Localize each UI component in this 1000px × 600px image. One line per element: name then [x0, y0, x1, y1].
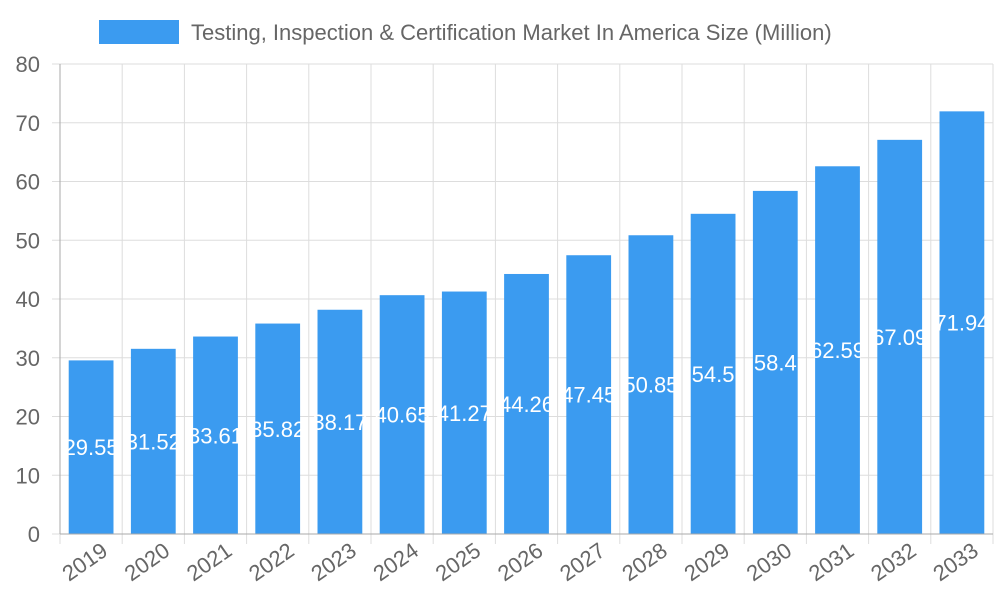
- y-tick-label: 80: [16, 52, 40, 77]
- y-tick-label: 70: [16, 111, 40, 136]
- bars: [68, 111, 985, 534]
- grid: [52, 63, 994, 544]
- legend-swatch: [99, 20, 179, 44]
- y-axis-ticks: 0 10 20 30 40 50 60 70 80: [16, 52, 40, 547]
- x-tick-label: 2028: [617, 538, 671, 587]
- x-tick-label: 2022: [244, 538, 298, 587]
- bar[interactable]: [441, 291, 487, 534]
- data-label: 38.17: [312, 410, 367, 435]
- y-tick-label: 20: [16, 405, 40, 430]
- x-tick-label: 2029: [680, 538, 734, 587]
- y-tick-label: 60: [16, 170, 40, 195]
- x-tick-label: 2025: [431, 538, 485, 587]
- axes: [59, 64, 993, 535]
- bar[interactable]: [566, 255, 612, 534]
- legend[interactable]: Testing, Inspection & Certification Mark…: [99, 20, 832, 45]
- data-label: 47.45: [561, 383, 616, 408]
- bar[interactable]: [939, 111, 985, 534]
- bar[interactable]: [504, 273, 549, 534]
- bar[interactable]: [317, 309, 363, 534]
- x-tick-label: 2027: [555, 538, 609, 587]
- x-tick-label: 2032: [866, 538, 920, 587]
- bar[interactable]: [68, 360, 114, 534]
- bar[interactable]: [255, 323, 301, 534]
- x-tick-label: 2031: [804, 538, 858, 587]
- x-tick-label: 2026: [493, 538, 547, 587]
- data-labels: 29.55 31.52 33.61 35.82 38.17 40.65 41.27 44.26…: [64, 311, 990, 461]
- x-tick-label: 2019: [58, 538, 112, 587]
- data-label: 44.26: [499, 392, 554, 417]
- y-tick-label: 0: [28, 522, 40, 547]
- bar[interactable]: [379, 295, 425, 534]
- x-axis-ticks: 2019 2020 2021 2022 2023 2024 2025 2026 2027 2028…: [58, 538, 983, 587]
- bar[interactable]: [193, 336, 238, 534]
- y-tick-label: 10: [16, 463, 40, 488]
- x-tick-label: 2021: [182, 538, 236, 587]
- data-label: 29.55: [64, 435, 119, 460]
- x-tick-label: 2024: [369, 538, 423, 587]
- data-label: 40.65: [375, 403, 430, 428]
- data-label: 35.82: [250, 417, 305, 442]
- bar[interactable]: [877, 139, 923, 534]
- bar[interactable]: [690, 213, 736, 534]
- data-label: 58.4: [754, 350, 797, 375]
- data-label: 33.61: [188, 423, 243, 448]
- data-label: 62.59: [810, 338, 865, 363]
- y-tick-label: 50: [16, 228, 40, 253]
- x-tick-label: 2033: [928, 538, 982, 587]
- legend-label: Testing, Inspection & Certification Mark…: [191, 20, 832, 45]
- data-label: 67.09: [872, 325, 927, 350]
- x-tick-label: 2023: [306, 538, 360, 587]
- x-tick-label: 2030: [742, 538, 796, 587]
- y-tick-label: 30: [16, 346, 40, 371]
- x-tick-label: 2020: [120, 538, 174, 587]
- bar[interactable]: [815, 166, 860, 534]
- y-tick-label: 40: [16, 287, 40, 312]
- data-label: 41.27: [437, 401, 492, 426]
- data-label: 71.94: [934, 311, 989, 336]
- data-label: 31.52: [126, 429, 181, 454]
- data-label: 54.5: [692, 362, 735, 387]
- bar[interactable]: [628, 235, 674, 534]
- bar[interactable]: [130, 348, 176, 534]
- bar[interactable]: [752, 190, 798, 534]
- data-label: 50.85: [623, 373, 678, 398]
